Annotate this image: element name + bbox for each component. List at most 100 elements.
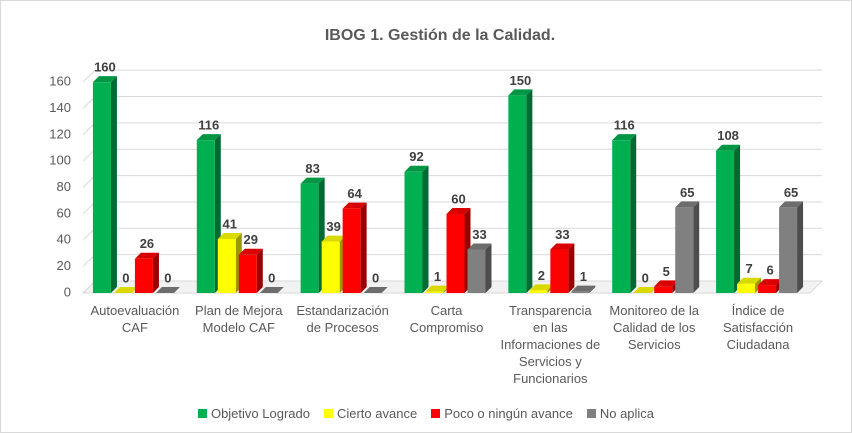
legend-item: Cierto avance xyxy=(323,406,417,421)
bar-front xyxy=(612,140,631,293)
grid-line xyxy=(82,148,822,162)
legend: Objetivo Logrado Cierto avance Poco o ning… xyxy=(0,406,852,421)
bar xyxy=(675,201,700,293)
bar-top xyxy=(321,235,346,242)
bar-front xyxy=(550,249,569,293)
bar-top xyxy=(716,144,741,151)
legend-label: No aplica xyxy=(599,406,655,421)
bar-side xyxy=(526,89,533,294)
bar-side xyxy=(568,243,575,293)
x-tick-label: Estandarización de Procesos xyxy=(296,303,389,335)
chart-title: IBOG 1. Gestión de la Calidad. xyxy=(325,27,555,44)
bar-front xyxy=(404,171,423,293)
legend-swatch xyxy=(197,409,207,418)
bar-front xyxy=(529,290,548,293)
bar xyxy=(571,285,596,293)
bar-front xyxy=(654,286,673,293)
bar xyxy=(363,287,388,293)
bar-side xyxy=(360,202,367,293)
bar-side xyxy=(630,134,637,293)
y-tick-label: 100 xyxy=(49,153,71,168)
bar xyxy=(238,248,263,293)
legend-item: No aplica xyxy=(586,406,655,421)
value-label: 116 xyxy=(198,118,219,133)
value-label: 1 xyxy=(434,269,441,284)
grid-line xyxy=(82,122,822,136)
value-label: 1 xyxy=(580,269,587,284)
bar-front xyxy=(238,254,257,293)
bar xyxy=(612,134,637,293)
bar xyxy=(404,165,429,293)
y-tick-label: 60 xyxy=(57,205,71,220)
grid-line xyxy=(82,96,822,109)
value-label: 0 xyxy=(372,270,379,285)
bar xyxy=(550,243,575,293)
bar-front xyxy=(300,183,319,293)
bar-side xyxy=(589,285,596,293)
bar-front xyxy=(342,208,361,293)
y-tick-label: 160 xyxy=(49,74,71,89)
value-label: 64 xyxy=(347,186,362,201)
legend-item: Poco o ningún avance xyxy=(431,406,573,421)
bar-top xyxy=(196,134,221,141)
bar-top xyxy=(529,284,554,291)
y-tick-label: 40 xyxy=(57,232,71,247)
bar xyxy=(508,89,533,294)
y-tick-label: 140 xyxy=(49,100,71,115)
value-label: 65 xyxy=(680,185,694,200)
bar-top xyxy=(363,287,388,293)
x-tick-label: Autoevaluación CAF xyxy=(90,303,180,335)
value-label: 65 xyxy=(784,185,798,200)
value-label: 2 xyxy=(538,268,545,283)
value-label: 116 xyxy=(614,118,635,133)
value-label: 0 xyxy=(268,270,275,285)
bar-top xyxy=(425,285,450,292)
grid-line xyxy=(82,175,822,188)
bar xyxy=(342,202,367,293)
value-label: 0 xyxy=(642,270,649,285)
value-label: 29 xyxy=(244,232,258,247)
bar-front xyxy=(737,283,756,293)
legend-swatch xyxy=(323,409,333,418)
bar xyxy=(155,287,180,293)
bar xyxy=(633,287,658,293)
bar-top xyxy=(92,76,117,83)
bar-front xyxy=(446,213,465,293)
value-label: 0 xyxy=(164,270,171,285)
bar-top xyxy=(217,232,242,239)
legend-swatch xyxy=(431,409,441,418)
legend-item: Objetivo Logrado xyxy=(197,406,310,421)
bar-top xyxy=(633,287,658,293)
legend-label: Poco o ningún avance xyxy=(444,406,573,421)
y-tick-label: 0 xyxy=(64,284,71,299)
bar-front xyxy=(321,241,340,293)
grid-line xyxy=(82,69,822,83)
bar-front xyxy=(508,95,527,294)
x-tick-label: Monitoreo de la Calidad de los Servicios xyxy=(609,303,700,352)
bar-top xyxy=(467,243,492,250)
value-label: 33 xyxy=(555,227,569,242)
bar-side xyxy=(485,243,492,293)
bar-top xyxy=(675,201,700,208)
bar-top xyxy=(612,134,637,141)
bar-top xyxy=(342,202,367,209)
y-tick-label: 120 xyxy=(49,126,71,141)
bar-front xyxy=(134,258,153,293)
value-label: 160 xyxy=(94,60,116,75)
bar-front xyxy=(196,140,215,293)
bar-top xyxy=(134,252,159,259)
value-label: 7 xyxy=(745,261,752,276)
bar-front xyxy=(758,285,777,293)
bar-front xyxy=(467,249,486,293)
bar-side xyxy=(110,76,117,293)
bar xyxy=(217,232,242,293)
bar-top xyxy=(508,89,533,96)
value-label: 41 xyxy=(223,216,237,231)
bar-top xyxy=(238,248,263,255)
bar xyxy=(113,287,138,293)
bar-front xyxy=(571,291,590,293)
bar-top xyxy=(259,287,284,293)
bar xyxy=(134,252,159,293)
value-label: 33 xyxy=(472,227,486,242)
